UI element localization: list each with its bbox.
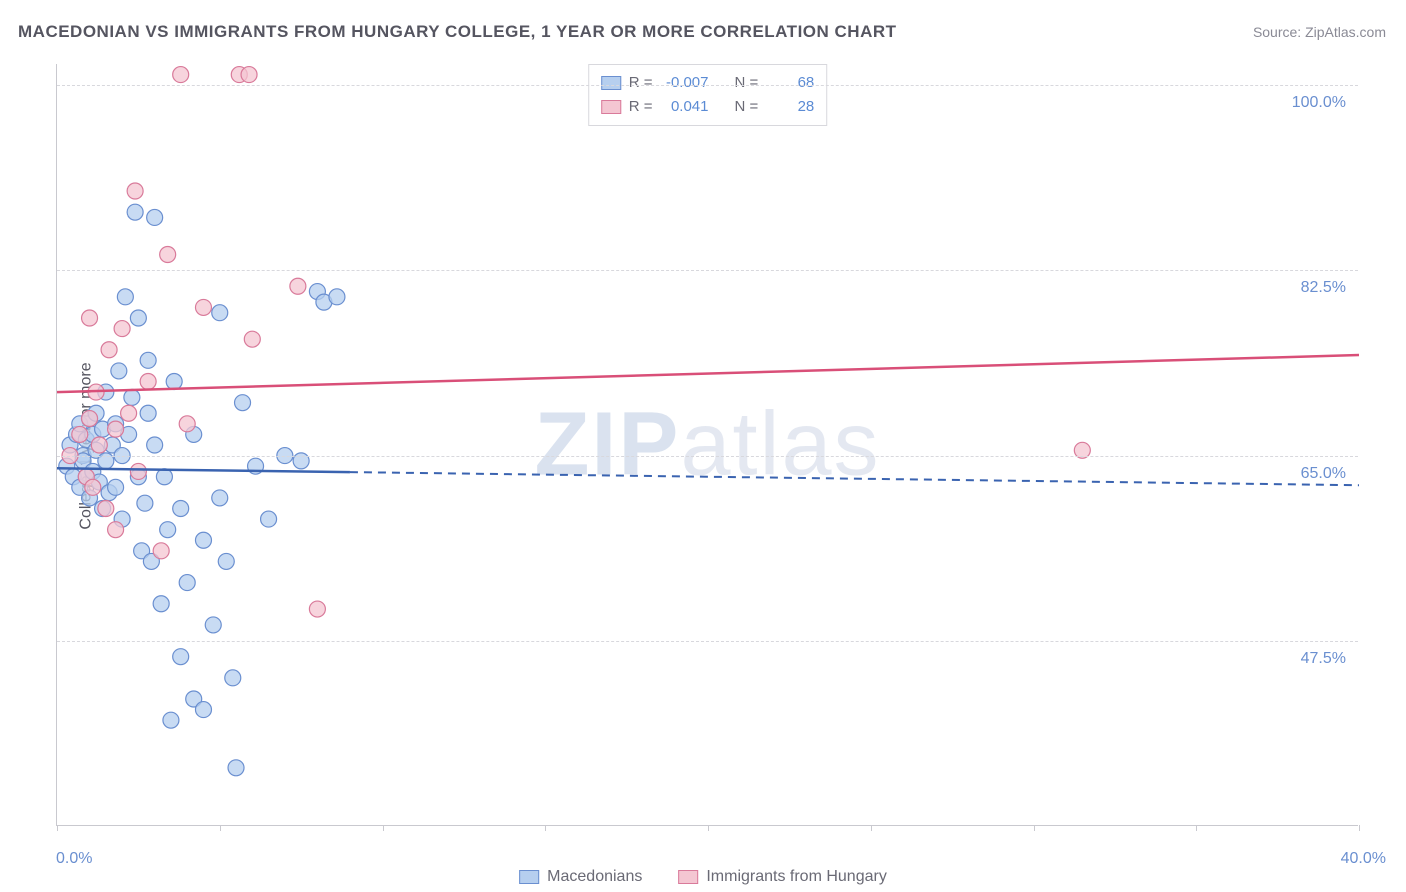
source-link[interactable]: ZipAtlas.com <box>1305 24 1386 40</box>
x-tick <box>708 825 709 831</box>
gridline <box>57 270 1358 271</box>
x-tick <box>220 825 221 831</box>
legend-r-label: R = <box>629 95 653 119</box>
x-tick <box>383 825 384 831</box>
y-tick-label: 100.0% <box>1292 94 1346 112</box>
x-tick <box>1359 825 1360 831</box>
legend-stat-row: R = -0.007 N = 68 <box>601 71 815 95</box>
x-tick <box>545 825 546 831</box>
x-tick <box>871 825 872 831</box>
legend-r-value: -0.007 <box>661 71 709 95</box>
gridline <box>57 641 1358 642</box>
chart-svg <box>57 64 1358 825</box>
x-max-label: 40.0% <box>1341 850 1386 868</box>
legend-series-name: Macedonians <box>547 868 642 886</box>
y-tick-label: 47.5% <box>1301 650 1346 668</box>
legend-top: R = -0.007 N = 68 R = 0.041 N = 28 <box>588 64 828 126</box>
x-tick <box>1034 825 1035 831</box>
x-tick <box>1196 825 1197 831</box>
gridline <box>57 85 1358 86</box>
legend-n-label: N = <box>735 71 759 95</box>
legend-swatch <box>678 870 698 884</box>
y-tick-label: 82.5% <box>1301 279 1346 297</box>
chart-title: MACEDONIAN VS IMMIGRANTS FROM HUNGARY CO… <box>18 22 897 42</box>
legend-stat-row: R = 0.041 N = 28 <box>601 95 815 119</box>
legend-bottom: Macedonians Immigrants from Hungary <box>519 868 887 886</box>
legend-series-name: Immigrants from Hungary <box>706 868 887 886</box>
legend-n-value: 28 <box>766 95 814 119</box>
legend-r-value: 0.041 <box>661 95 709 119</box>
y-tick-label: 65.0% <box>1301 465 1346 483</box>
legend-r-label: R = <box>629 71 653 95</box>
legend-item: Macedonians <box>519 868 642 886</box>
x-min-label: 0.0% <box>56 850 92 868</box>
x-tick <box>57 825 58 831</box>
legend-swatch <box>519 870 539 884</box>
legend-n-label: N = <box>735 95 759 119</box>
legend-swatch <box>601 76 621 90</box>
legend-item: Immigrants from Hungary <box>678 868 887 886</box>
gridline <box>57 456 1358 457</box>
source-credit: Source: ZipAtlas.com <box>1253 24 1386 40</box>
legend-n-value: 68 <box>766 71 814 95</box>
legend-swatch <box>601 100 621 114</box>
plot-area: ZIPatlas R =-0.007N =68R =0.041N =28 47.… <box>56 64 1358 826</box>
source-label: Source: <box>1253 24 1305 40</box>
